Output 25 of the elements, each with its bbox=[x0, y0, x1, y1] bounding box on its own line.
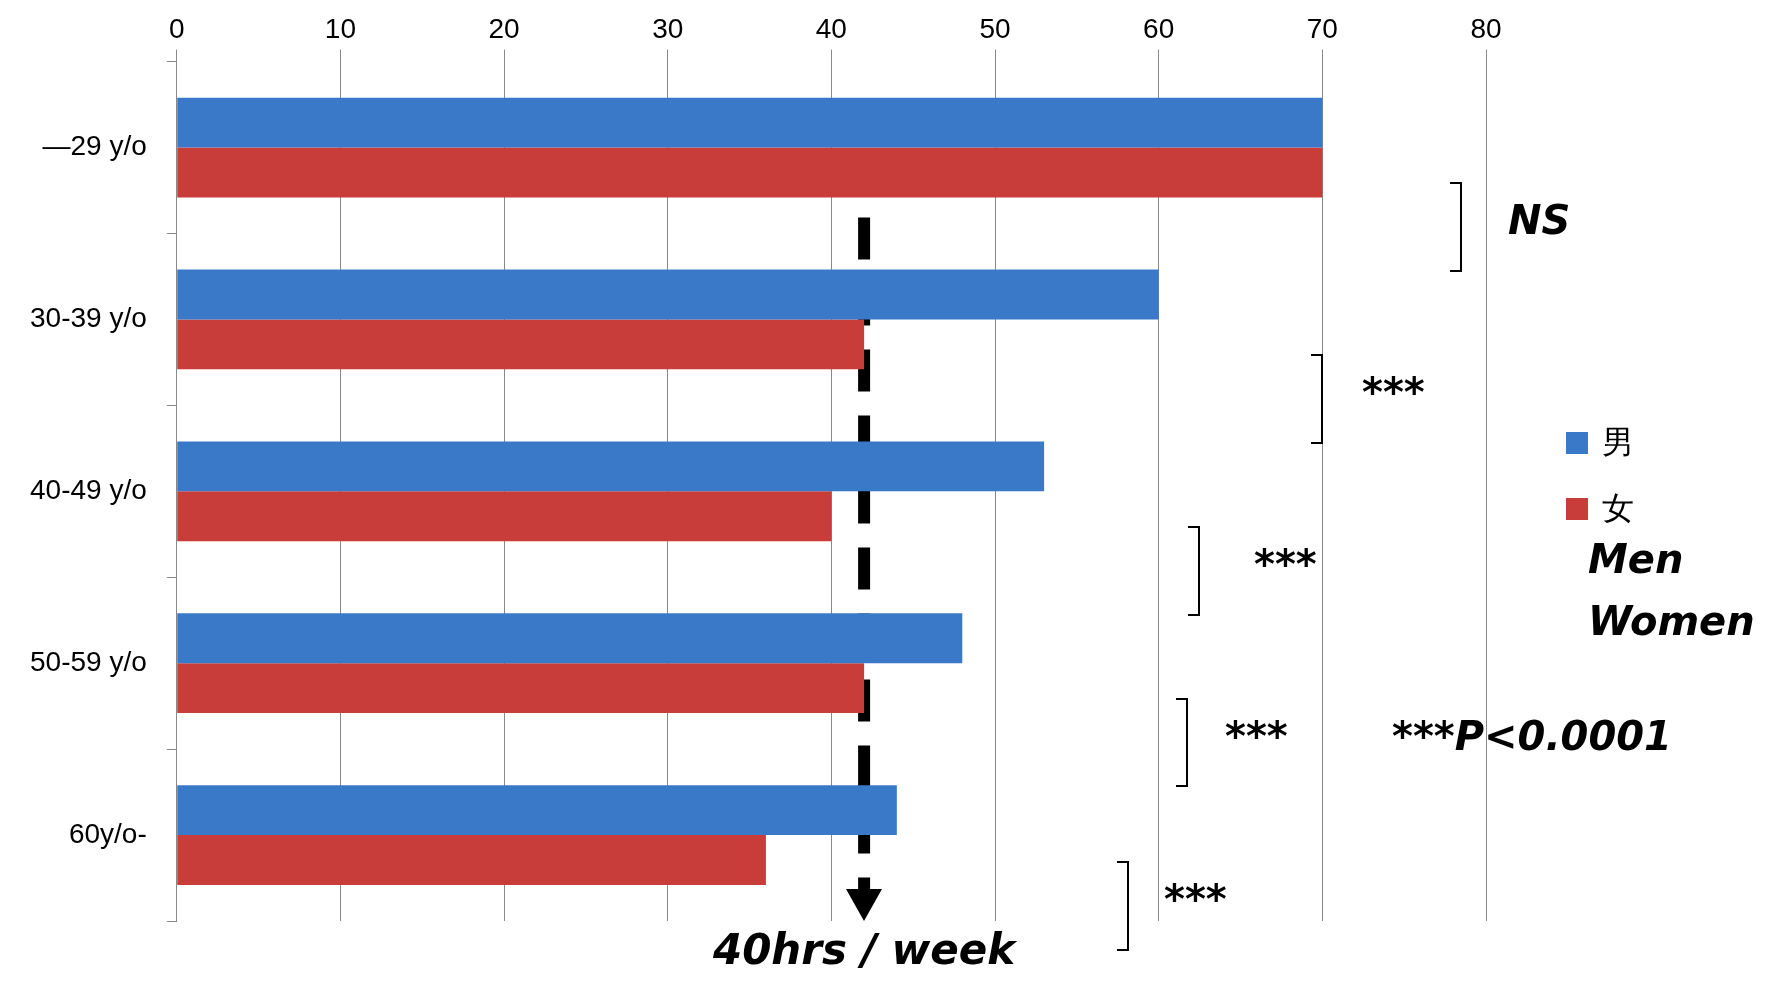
x-tick-label: 20 bbox=[488, 12, 520, 44]
x-tick-label: 50 bbox=[979, 12, 1011, 44]
y-tick-label: 30-39 y/o bbox=[29, 302, 147, 334]
x-tick-label: 0 bbox=[168, 12, 185, 44]
annotation: *** bbox=[1164, 875, 1227, 922]
annotation: *** bbox=[1362, 368, 1425, 415]
y-tick-label: 50-59 y/o bbox=[29, 645, 147, 677]
legend-label: 女 bbox=[1602, 489, 1634, 529]
y-tick-label: 40-49 y/o bbox=[29, 474, 147, 506]
annotation: ***P<0.0001 bbox=[1392, 712, 1672, 759]
x-tick-label: 80 bbox=[1470, 12, 1502, 44]
y-tick-label: 60y/o- bbox=[68, 817, 147, 849]
ref-line-label: 40hrs / week bbox=[698, 925, 1030, 974]
legend-label: 男 bbox=[1602, 423, 1634, 463]
annotation: *** bbox=[1225, 712, 1288, 759]
y-tick-label: —29 y/o bbox=[42, 130, 147, 162]
text: NS bbox=[1508, 196, 1571, 243]
annotation: *** bbox=[1254, 540, 1317, 587]
text: Women bbox=[1588, 598, 1755, 645]
x-tick-label: 40 bbox=[815, 12, 847, 44]
text: Men bbox=[1588, 536, 1684, 583]
x-tick-label: 70 bbox=[1306, 12, 1338, 44]
x-tick-label: 60 bbox=[1143, 12, 1175, 44]
x-tick-label: 10 bbox=[324, 12, 356, 44]
x-tick-label: 30 bbox=[652, 12, 684, 44]
